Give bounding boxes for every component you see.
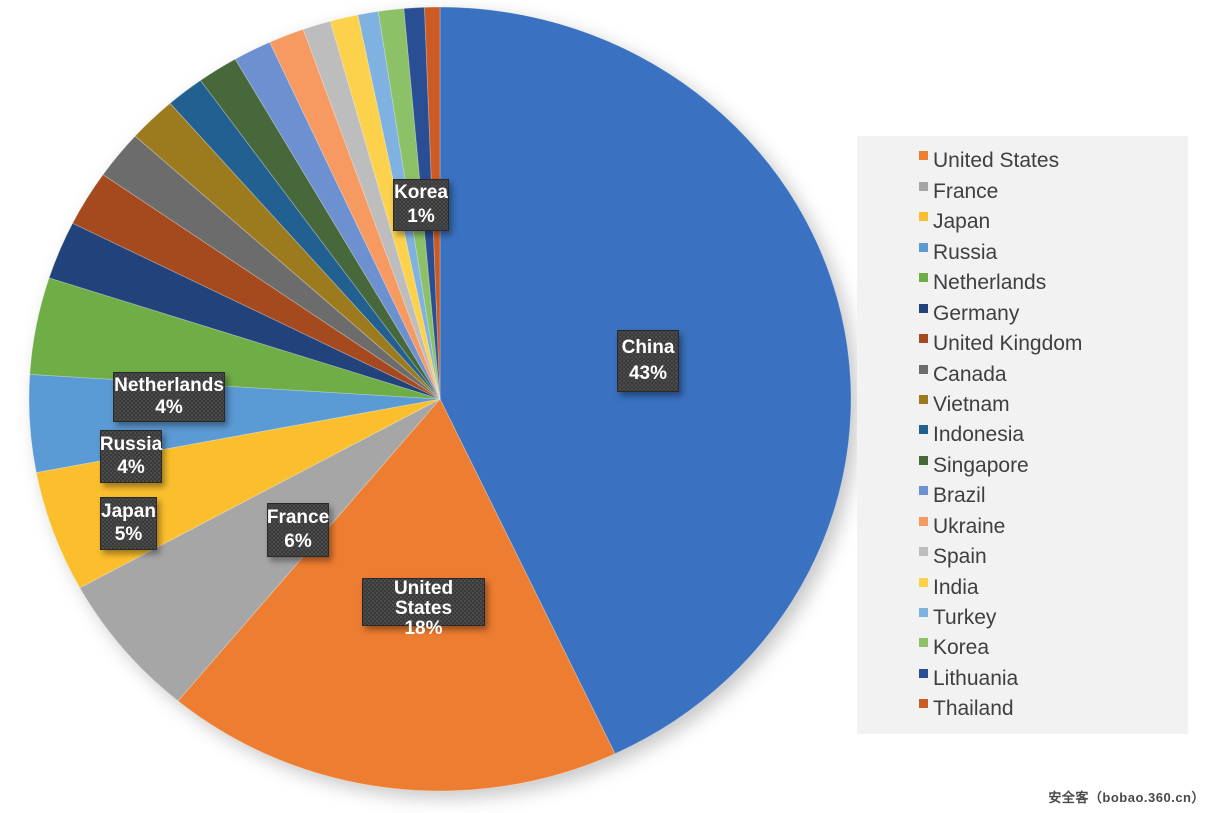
legend-label: Turkey xyxy=(933,606,997,629)
legend-swatch-icon xyxy=(919,486,928,496)
legend-swatch-icon xyxy=(919,212,928,222)
legend-label: Canada xyxy=(933,362,1007,386)
legend-label: France xyxy=(933,179,999,203)
legend-item-vietnam: Vietnam xyxy=(919,394,1180,415)
legend-swatch-icon xyxy=(919,699,928,709)
legend-item-netherlands: Netherlands xyxy=(919,272,1180,293)
legend-swatch-icon xyxy=(919,577,928,587)
chart-legend: United States France Japan Russia Netherland… xyxy=(857,136,1188,734)
legend-item-thailand: Thailand xyxy=(919,698,1180,719)
legend-swatch-icon xyxy=(919,394,928,404)
legend-swatch-icon xyxy=(919,303,928,313)
legend-swatch-icon xyxy=(919,181,928,191)
data-label-category: China xyxy=(621,336,675,358)
legend-swatch-icon xyxy=(919,151,928,161)
pie-slice-vietnam xyxy=(134,102,441,400)
data-label-value: 1% xyxy=(407,205,435,227)
legend-item-korea: Korea xyxy=(919,637,1180,658)
pie-slice-united-kingdom xyxy=(72,174,441,400)
data-label-china: China 43% xyxy=(617,330,679,392)
data-label-russia: Russia 4% xyxy=(100,430,162,483)
legend-item-singapore: Singapore xyxy=(919,455,1180,476)
legend-swatch-icon xyxy=(919,516,928,526)
legend-label: United States xyxy=(933,149,1060,173)
legend-item-united-states: United States xyxy=(919,150,1180,171)
legend-label: Germany xyxy=(933,301,1020,325)
legend-item-ukraine: Ukraine xyxy=(919,516,1180,537)
legend-item-turkey: Turkey xyxy=(919,607,1180,628)
watermark-text: 安全客（bobao.360.cn） xyxy=(1048,790,1205,805)
data-label-value: 6% xyxy=(284,531,312,552)
legend-label: Vietnam xyxy=(933,392,1010,416)
data-label-france: France 6% xyxy=(267,503,329,557)
legend-label: Spain xyxy=(933,545,987,569)
legend-swatch-icon xyxy=(919,638,928,648)
data-label-united-states: United States 18% xyxy=(362,578,485,638)
legend-swatch-icon xyxy=(919,608,928,617)
pie-slice-netherlands xyxy=(29,277,441,400)
legend-label: Lithuania xyxy=(933,666,1019,690)
data-label-value: 5% xyxy=(114,524,143,546)
legend-swatch-icon xyxy=(919,273,928,283)
legend-label: Japan xyxy=(933,210,991,234)
legend-item-france: France xyxy=(919,181,1180,202)
legend-label: India xyxy=(933,575,979,599)
legend-swatch-icon xyxy=(919,547,928,557)
legend-swatch-icon xyxy=(919,455,928,465)
legend-item-united-kingdom: United Kingdom xyxy=(919,333,1180,354)
pie-slice-indonesia xyxy=(169,79,441,400)
legend-item-brazil: Brazil xyxy=(919,485,1180,506)
pie-slice-france xyxy=(79,398,441,702)
legend-swatch-icon xyxy=(919,425,928,435)
legend-label: Indonesia xyxy=(933,423,1025,447)
legend-item-russia: Russia xyxy=(919,242,1180,263)
legend-swatch-icon xyxy=(919,242,928,252)
data-label-japan: Japan 5% xyxy=(100,497,157,550)
data-label-category: Russia xyxy=(99,433,163,455)
pie-slice-brazil xyxy=(234,41,441,400)
data-label-value: 4% xyxy=(155,397,183,419)
pie-slice-india xyxy=(329,14,441,400)
legend-label: Singapore xyxy=(933,453,1029,477)
data-label-category: Japan xyxy=(101,500,156,522)
legend-swatch-icon xyxy=(919,668,928,678)
pie-slice-spain xyxy=(302,20,441,400)
data-label-category: Netherlands xyxy=(114,374,224,396)
legend-label: Ukraine xyxy=(933,514,1006,538)
legend-item-indonesia: Indonesia xyxy=(919,424,1180,445)
legend-swatch-icon xyxy=(919,364,928,374)
data-label-value: 43% xyxy=(628,363,668,385)
pie-slice-canada xyxy=(102,135,441,400)
data-label-category: Korea xyxy=(394,182,448,204)
data-label-value: 18% xyxy=(404,617,443,639)
data-label-netherlands: Netherlands 4% xyxy=(113,372,225,422)
legend-item-canada: Canada xyxy=(919,364,1180,385)
legend-label: Netherlands xyxy=(933,271,1047,295)
legend-swatch-icon xyxy=(919,334,928,344)
data-label-category: France xyxy=(266,507,330,529)
legend-label: United Kingdom xyxy=(933,332,1083,356)
pie-slice-singapore xyxy=(199,58,441,400)
legend-item-germany: Germany xyxy=(919,303,1180,324)
data-label-korea: Korea 1% xyxy=(393,179,449,231)
legend-label: Brazil xyxy=(933,484,986,508)
data-label-category: United States xyxy=(393,578,454,619)
legend-label: Thailand xyxy=(933,697,1014,721)
data-label-value: 4% xyxy=(117,457,145,479)
pie-slice-ukraine xyxy=(269,28,441,400)
legend-item-spain: Spain xyxy=(919,546,1180,567)
legend-item-india: India xyxy=(919,577,1180,598)
legend-item-japan: Japan xyxy=(919,211,1180,232)
pie-slice-germany xyxy=(48,222,441,400)
legend-item-lithuania: Lithuania xyxy=(919,668,1180,689)
legend-label: Russia xyxy=(933,240,998,264)
legend-label: Korea xyxy=(933,636,990,660)
